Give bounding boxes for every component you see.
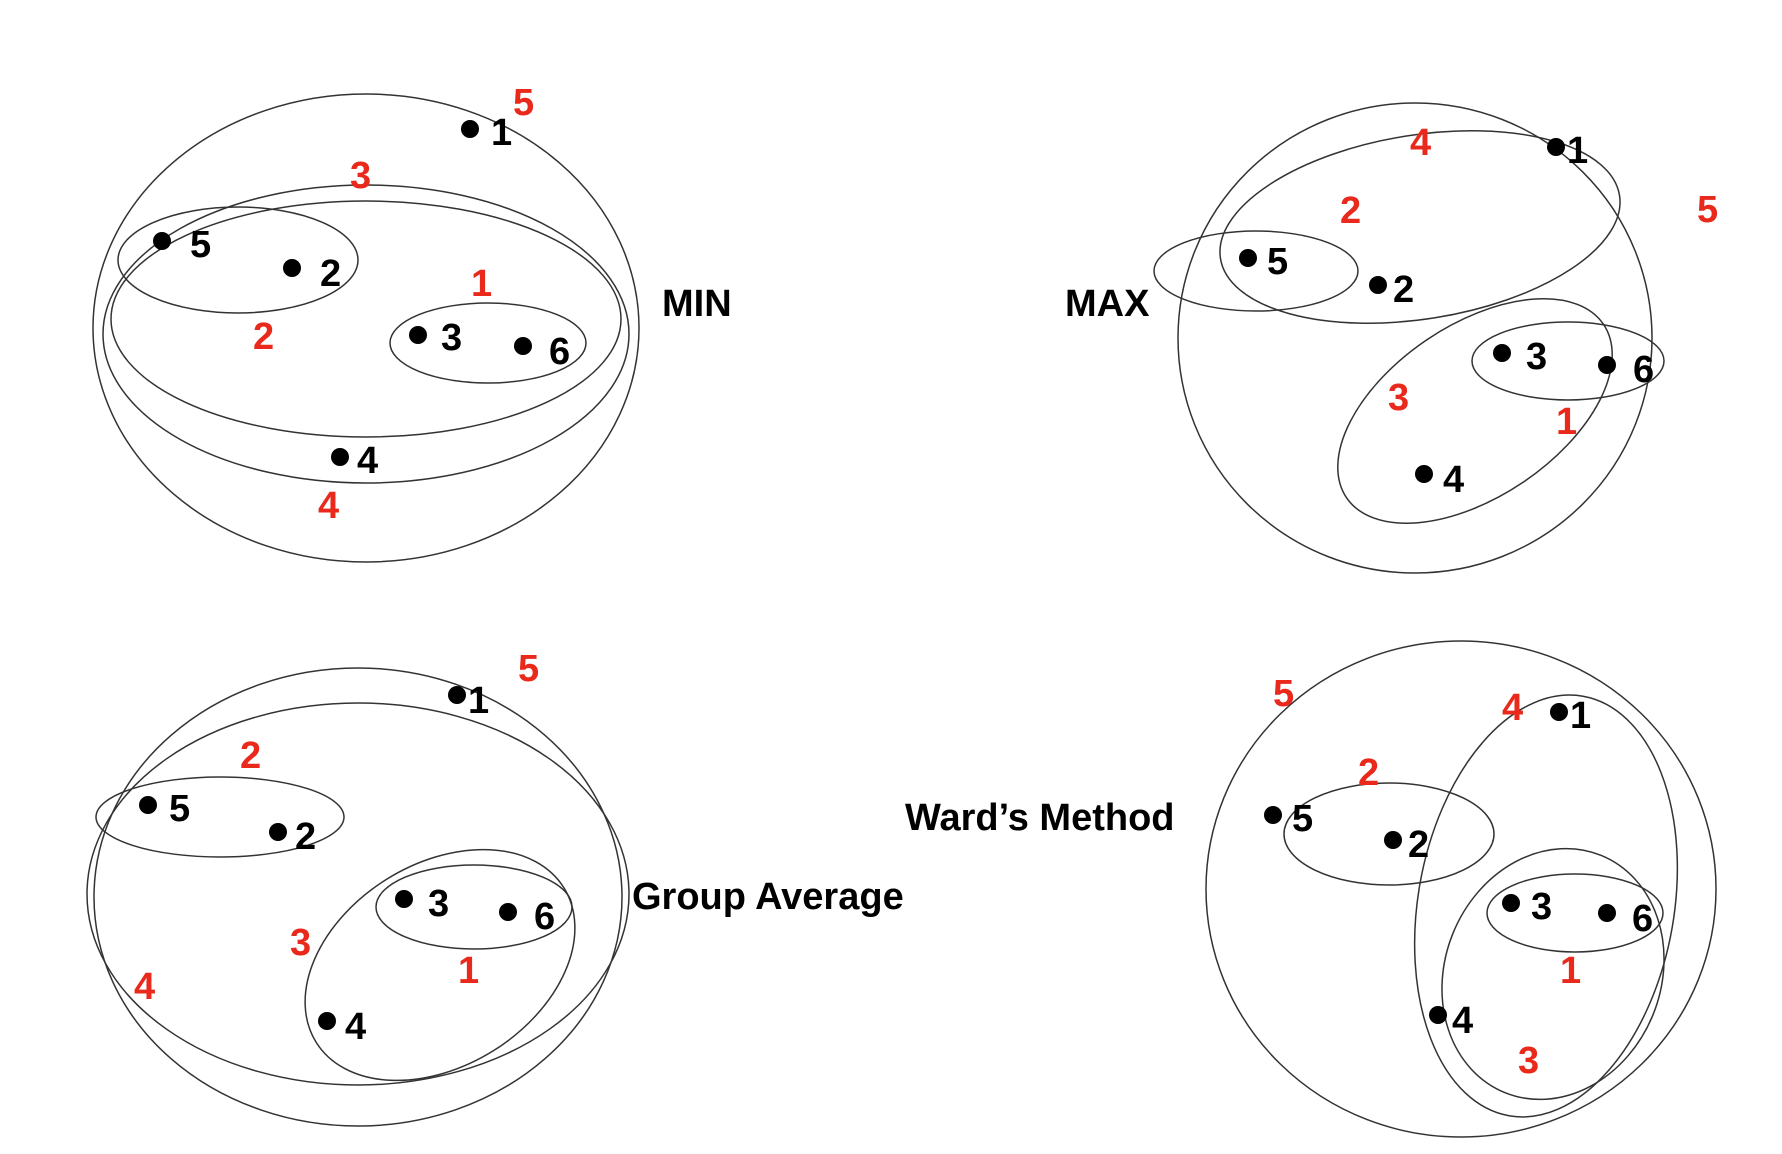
point-3 (409, 326, 427, 344)
point-label-3: 3 (441, 317, 462, 359)
cluster-outline-merge-5 (92, 93, 640, 563)
panel-label-max: MAX (1065, 283, 1150, 325)
point-2 (283, 259, 301, 277)
point-label-5: 5 (1292, 798, 1313, 840)
panel-label-min: MIN (662, 283, 732, 325)
cluster-outline-merge-5 (1205, 640, 1717, 1138)
merge-order-5: 5 (1273, 673, 1294, 715)
point-4 (1415, 465, 1433, 483)
cluster-outline-merge-4 (102, 184, 630, 484)
point-label-6: 6 (549, 331, 570, 373)
point-2 (1369, 276, 1387, 294)
panel-label-group-average: Group Average (632, 876, 904, 918)
point-label-1: 1 (1567, 130, 1588, 172)
point-3 (395, 890, 413, 908)
cluster-outline-merge-3 (1337, 298, 1613, 524)
point-label-6: 6 (1633, 349, 1654, 391)
point-2 (1384, 831, 1402, 849)
cluster-outline-merge-5 (93, 667, 623, 1127)
point-1 (1550, 703, 1568, 721)
point-6 (514, 337, 532, 355)
point-4 (318, 1012, 336, 1030)
point-1 (1547, 138, 1565, 156)
point-label-3: 3 (1526, 336, 1547, 378)
cluster-outline-merge-1 (389, 302, 587, 384)
merge-order-2: 2 (1340, 190, 1361, 232)
cluster-outline-merge-3 (110, 200, 622, 438)
point-label-3: 3 (1531, 886, 1552, 928)
merge-order-1: 1 (458, 950, 479, 992)
cluster-outline-merge-4 (1219, 130, 1621, 324)
point-2 (269, 823, 287, 841)
cluster-outline-merge-5 (1177, 102, 1653, 574)
merge-order-5: 5 (513, 82, 534, 124)
cluster-outline-merge-1 (1471, 321, 1665, 401)
merge-order-4: 4 (1410, 122, 1431, 164)
point-1 (461, 120, 479, 138)
point-label-4: 4 (1452, 1000, 1473, 1042)
merge-order-5: 5 (518, 648, 539, 690)
cluster-outline-merge-2 (95, 776, 345, 858)
panel-group-average: 1 5 2 3 6 4 1 2 3 4 5 Group Average (86, 648, 904, 1127)
merge-order-2: 2 (240, 735, 261, 777)
merge-order-3: 3 (290, 922, 311, 964)
merge-order-2: 2 (253, 316, 274, 358)
point-label-1: 1 (491, 112, 512, 154)
cluster-outline-merge-2 (117, 206, 359, 314)
merge-order-4: 4 (1502, 687, 1523, 729)
cluster-outline-merge-2 (1283, 782, 1495, 886)
point-5 (1264, 806, 1282, 824)
point-label-5: 5 (1267, 241, 1288, 283)
cluster-outline-merge-2 (1153, 230, 1359, 312)
merge-order-3: 3 (1388, 377, 1409, 419)
point-5 (153, 232, 171, 250)
point-4 (1429, 1006, 1447, 1024)
point-4 (331, 448, 349, 466)
point-label-5: 5 (190, 224, 211, 266)
merge-order-3: 3 (1518, 1040, 1539, 1082)
point-6 (1598, 356, 1616, 374)
cluster-outline-merge-4 (86, 702, 630, 1086)
point-label-4: 4 (1443, 459, 1464, 501)
merge-order-3: 3 (350, 155, 371, 197)
point-label-1: 1 (1570, 695, 1591, 737)
point-5 (139, 796, 157, 814)
merge-order-1: 1 (1556, 401, 1577, 443)
merge-order-4: 4 (318, 485, 339, 527)
point-label-3: 3 (428, 883, 449, 925)
point-6 (1598, 904, 1616, 922)
point-label-6: 6 (1632, 898, 1653, 940)
merge-order-2: 2 (1358, 752, 1379, 794)
cluster-outline-merge-3 (304, 848, 576, 1082)
point-3 (1493, 344, 1511, 362)
panel-label-wards-method: Ward’s Method (905, 797, 1175, 839)
point-6 (499, 903, 517, 921)
cluster-outline-merge-1 (1486, 873, 1664, 953)
cluster-outline-merge-3 (1441, 847, 1665, 1101)
point-label-2: 2 (1393, 269, 1414, 311)
point-label-2: 2 (320, 253, 341, 295)
point-label-6: 6 (534, 896, 555, 938)
point-label-1: 1 (468, 680, 489, 722)
panel-min: 1 5 2 3 6 4 1 2 3 4 5 MIN (92, 82, 732, 563)
merge-order-5: 5 (1697, 189, 1718, 231)
point-1 (448, 686, 466, 704)
point-label-4: 4 (357, 440, 378, 482)
point-label-5: 5 (169, 788, 190, 830)
point-5 (1239, 249, 1257, 267)
merge-order-1: 1 (471, 263, 492, 305)
merge-order-1: 1 (1560, 950, 1581, 992)
merge-order-4: 4 (134, 966, 155, 1008)
point-label-2: 2 (295, 816, 316, 858)
cluster-outline-merge-4 (1413, 694, 1679, 1118)
point-label-2: 2 (1408, 824, 1429, 866)
panel-max: 1 5 2 3 6 4 1 2 3 4 5 MAX (1065, 102, 1718, 574)
point-3 (1502, 894, 1520, 912)
point-label-4: 4 (345, 1006, 366, 1048)
cluster-outline-merge-1 (375, 864, 573, 950)
panel-wards-method: 1 5 2 3 6 4 1 2 3 4 5 Ward’s Method (905, 640, 1717, 1138)
